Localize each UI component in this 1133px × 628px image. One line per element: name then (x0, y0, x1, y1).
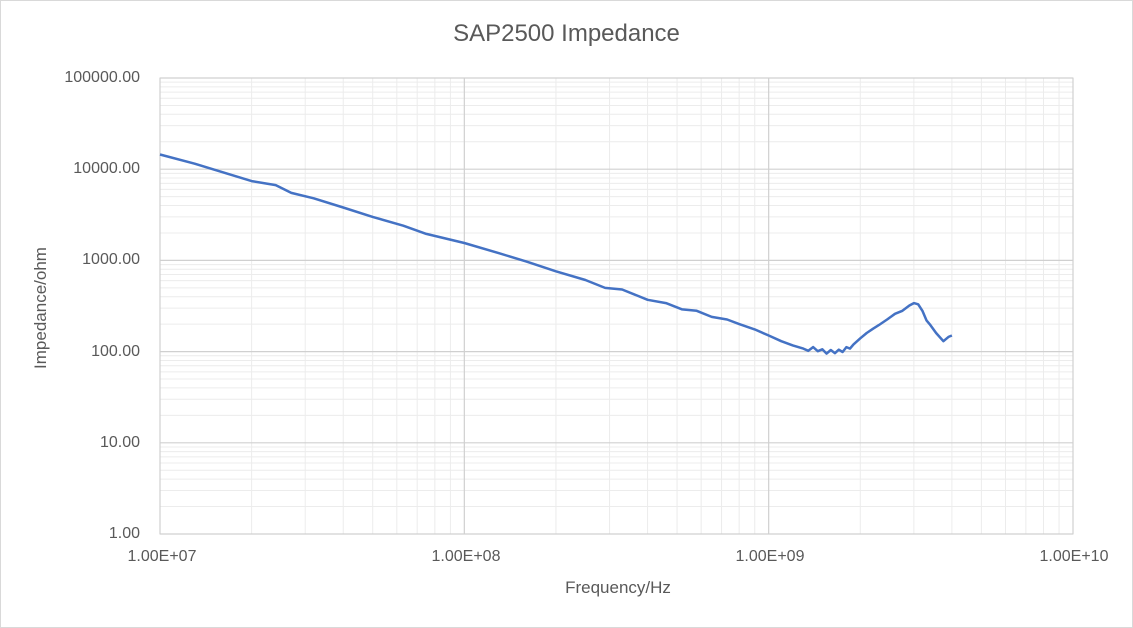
major-gridlines (159, 77, 1074, 535)
x-axis-label: Frequency/Hz (565, 578, 671, 597)
plot-border (159, 77, 1074, 535)
y-tick-label: 10.00 (99, 434, 140, 451)
impedance-line (159, 153, 953, 355)
y-tick-label: 100000.00 (64, 69, 140, 86)
y-axis-label: Impedance/ohm (31, 247, 50, 369)
x-tick-label: 1.00E+09 (735, 548, 805, 565)
x-tick-label: 1.00E+07 (127, 548, 197, 565)
y-tick-label: 100.00 (91, 343, 140, 360)
y-tick-label: 1.00 (108, 525, 140, 542)
x-tick-label: 1.00E+10 (1039, 548, 1109, 565)
minor-gridlines (160, 78, 1073, 534)
y-tick-label: 10000.00 (73, 160, 140, 177)
x-tick-label: 1.00E+08 (431, 548, 501, 565)
chart-title: SAP2500 Impedance (453, 20, 680, 47)
y-tick-label: 1000.00 (82, 251, 140, 268)
